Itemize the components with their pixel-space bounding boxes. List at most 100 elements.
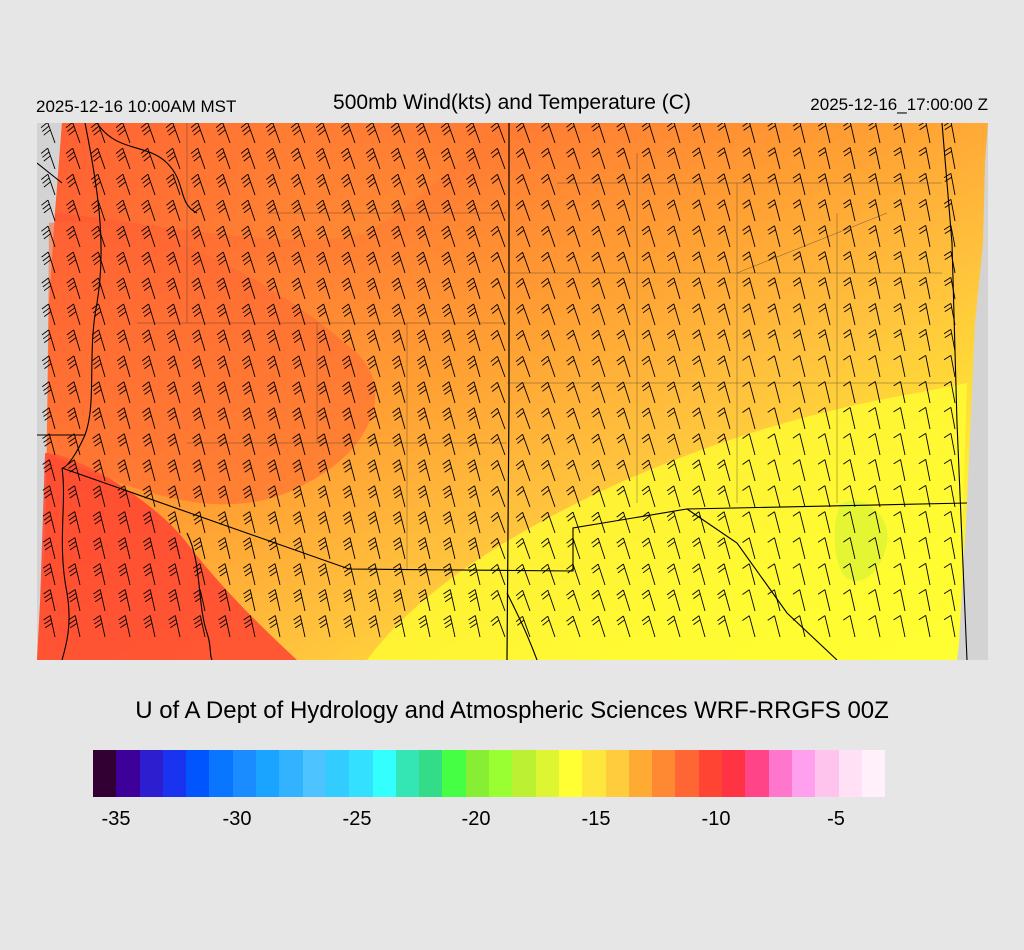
wind-barb xyxy=(742,615,756,638)
colorbar-tick-label: -20 xyxy=(461,808,491,830)
wind-barb xyxy=(92,537,106,560)
wind-barb xyxy=(868,123,881,144)
wind-barb xyxy=(41,225,56,248)
wind-barb xyxy=(616,355,631,378)
wind-barb xyxy=(666,147,681,170)
wind-barb xyxy=(817,225,831,248)
wind-barb xyxy=(291,225,306,248)
wind-barb xyxy=(943,123,956,144)
wind-barb xyxy=(515,303,531,326)
wind-barb xyxy=(365,123,381,144)
wind-barb xyxy=(540,433,556,456)
wind-barb xyxy=(566,459,581,482)
wind-barb xyxy=(365,147,381,170)
colorbar-swatch xyxy=(395,750,420,797)
wind-barb xyxy=(868,563,881,586)
wind-barb xyxy=(943,329,956,352)
wind-barb xyxy=(515,225,531,248)
wind-barb xyxy=(717,123,731,144)
wind-barb xyxy=(591,303,606,326)
wind-barb xyxy=(142,485,156,508)
wind-barb xyxy=(767,511,781,534)
wind-barb xyxy=(868,589,881,612)
wind-barb xyxy=(192,537,206,560)
wind-barb xyxy=(392,433,406,456)
wind-barb xyxy=(440,123,456,144)
wind-barb xyxy=(342,433,356,456)
wind-barb xyxy=(767,225,781,248)
wind-barb xyxy=(191,329,206,352)
wind-barb xyxy=(191,199,206,222)
wind-barb xyxy=(666,615,681,638)
wind-barb xyxy=(893,199,906,222)
wind-barb xyxy=(490,381,506,404)
wind-barb xyxy=(616,537,631,560)
wind-barb xyxy=(392,537,406,560)
wind-barb xyxy=(66,329,81,352)
wind-barb xyxy=(142,407,156,430)
wind-barb xyxy=(466,173,481,196)
wind-barb xyxy=(692,199,706,222)
wind-barb xyxy=(366,199,381,222)
wind-barb xyxy=(742,251,756,274)
wind-barb xyxy=(117,485,131,508)
wind-barb xyxy=(893,329,906,352)
wind-barb xyxy=(267,511,281,534)
wind-barb xyxy=(468,589,481,612)
wind-barb xyxy=(216,355,231,378)
wind-barb xyxy=(66,355,81,378)
weather-map xyxy=(37,123,988,660)
wind-barb xyxy=(641,537,656,560)
wind-barbs xyxy=(40,123,956,638)
wind-barb xyxy=(566,407,581,430)
wind-barb xyxy=(42,381,56,404)
wind-barb xyxy=(118,589,131,612)
wind-barb xyxy=(317,537,331,560)
wind-barb xyxy=(767,407,781,430)
wind-barb xyxy=(116,329,131,352)
wind-barb xyxy=(742,537,756,560)
wind-barb xyxy=(918,355,931,378)
wind-barb xyxy=(918,329,931,352)
colorbar-swatch xyxy=(279,750,303,797)
wind-barb xyxy=(692,173,706,196)
wind-barb xyxy=(217,511,231,534)
wind-barb xyxy=(616,251,631,274)
wind-barb xyxy=(343,615,356,638)
wind-barb xyxy=(515,615,531,638)
wind-barb xyxy=(166,303,181,326)
wind-barb xyxy=(490,147,506,170)
wind-barb xyxy=(817,537,831,560)
colorbar-swatch xyxy=(162,750,187,797)
wind-barb xyxy=(216,173,231,196)
wind-barb xyxy=(792,199,806,222)
wind-barb xyxy=(792,537,806,560)
wind-barb xyxy=(641,225,656,248)
wind-barb xyxy=(116,173,131,196)
wind-barb xyxy=(666,433,681,456)
wind-barb xyxy=(316,199,331,222)
wind-barb xyxy=(91,173,106,196)
wind-barb xyxy=(141,329,156,352)
valid-time-utc: 2025-12-16_17:00:00 Z xyxy=(810,95,988,114)
wind-barb xyxy=(792,459,806,482)
wind-barb xyxy=(515,563,531,586)
wind-barb xyxy=(142,381,156,404)
wind-barb xyxy=(242,537,256,560)
wind-barb xyxy=(717,459,731,482)
colorbar-swatch xyxy=(232,750,257,797)
wind-barb xyxy=(666,123,681,144)
wind-barb xyxy=(91,251,106,274)
wind-barb xyxy=(616,199,631,222)
wind-barb xyxy=(242,407,256,430)
wind-barb xyxy=(641,615,656,638)
colorbar-swatch xyxy=(768,750,792,797)
wind-barb xyxy=(167,563,181,586)
wind-barb xyxy=(368,589,381,612)
green-spot xyxy=(834,500,888,582)
wind-barb xyxy=(292,485,306,508)
wind-barb xyxy=(366,303,381,326)
wind-barb xyxy=(417,433,431,456)
colorbar-swatch xyxy=(302,750,326,797)
wind-barb xyxy=(265,123,281,144)
